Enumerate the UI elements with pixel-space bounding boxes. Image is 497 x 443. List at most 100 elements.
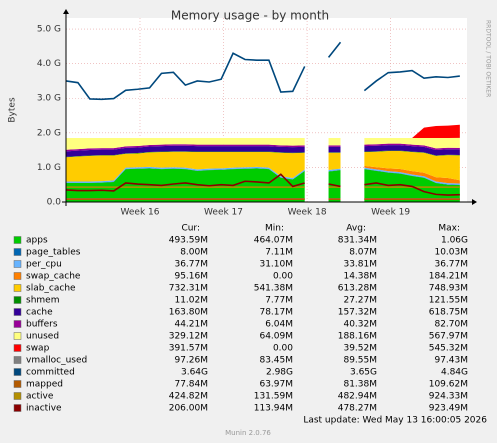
y-tick-label: 4.0 G xyxy=(37,59,61,69)
legend-header: Cur: xyxy=(181,224,200,234)
legend-stat: 81.38M xyxy=(343,380,377,390)
legend-stat: 188.16M xyxy=(338,332,377,342)
legend-stat: 567.97M xyxy=(429,332,468,342)
x-tick-label: Week 19 xyxy=(371,208,410,218)
y-axis-arrow xyxy=(63,9,69,14)
legend-stat: 14.38M xyxy=(343,272,377,282)
line xyxy=(65,41,460,101)
legend-label: slab_cache xyxy=(26,284,76,294)
legend-label: swap_cache xyxy=(26,272,81,282)
legend-stat: 63.97M xyxy=(259,380,293,390)
y-tick-label: 2.0 G xyxy=(37,128,61,138)
legend-stat: 40.32M xyxy=(343,320,377,330)
legend-swatch xyxy=(13,368,22,376)
last-update: Last update: Wed May 13 16:00:05 2026 xyxy=(303,416,487,426)
watermark: RRDTOOL / TOBI OETIKER xyxy=(485,20,492,97)
legend-stat: 545.32M xyxy=(429,344,468,354)
legend-stat: 7.77M xyxy=(265,296,293,306)
area xyxy=(66,151,460,182)
legend-swatch xyxy=(13,272,22,280)
y-tick-label: 5.0 G xyxy=(37,25,61,35)
legend-swatch xyxy=(13,332,22,340)
footer: Munin 2.0.76 xyxy=(225,429,271,437)
legend-stat: 424.82M xyxy=(169,392,208,402)
legend-stat: 163.80M xyxy=(169,308,208,318)
area xyxy=(66,168,460,202)
legend: apps 493.59M 464.07M 831.34M 1.06G page_table… xyxy=(13,224,468,414)
legend-stat: 8.07M xyxy=(349,248,377,258)
legend-stat: 613.28M xyxy=(338,284,377,294)
legend-stat: 1.06G xyxy=(441,236,468,246)
legend-header: Max: xyxy=(438,224,460,234)
legend-stat: 77.84M xyxy=(174,380,208,390)
legend-stat: 121.55M xyxy=(429,296,468,306)
legend-stat: 4.84G xyxy=(441,368,468,378)
legend-stat: 6.04M xyxy=(265,320,293,330)
legend-stat: 831.34M xyxy=(338,236,377,246)
legend-stat: 482.94M xyxy=(338,392,377,402)
legend-stat: 109.62M xyxy=(429,380,468,390)
y-axis-label: Bytes xyxy=(8,97,18,123)
x-tick-label: Week 16 xyxy=(121,208,160,218)
legend-swatch xyxy=(13,296,22,304)
legend-stat: 3.64G xyxy=(181,368,208,378)
legend-stat: 924.33M xyxy=(429,392,468,402)
legend-label: inactive xyxy=(26,404,62,414)
legend-stat: 478.27M xyxy=(338,404,377,414)
legend-stat: 33.81M xyxy=(343,260,377,270)
area xyxy=(66,150,460,158)
legend-stat: 748.93M xyxy=(429,284,468,294)
legend-stat: 64.09M xyxy=(259,332,293,342)
legend-stat: 541.38M xyxy=(254,284,293,294)
legend-stat: 89.55M xyxy=(343,356,377,366)
legend-stat: 27.27M xyxy=(343,296,377,306)
legend-swatch xyxy=(13,308,22,316)
legend-stat: 95.16M xyxy=(174,272,208,282)
axes xyxy=(62,9,477,206)
legend-stat: 36.77M xyxy=(174,260,208,270)
legend-stat: 8.00M xyxy=(180,248,208,258)
legend-stat: 97.26M xyxy=(174,356,208,366)
legend-stat: 618.75M xyxy=(429,308,468,318)
legend-stat: 391.57M xyxy=(169,344,208,354)
line xyxy=(65,173,460,196)
legend-label: page_tables xyxy=(26,248,81,258)
legend-stat: 923.49M xyxy=(429,404,468,414)
y-tick-label: 0.0 xyxy=(47,198,62,208)
legend-label: per_cpu xyxy=(26,260,62,270)
legend-stat: 0.00 xyxy=(273,272,293,282)
legend-header: Avg: xyxy=(346,224,366,234)
legend-label: apps xyxy=(26,236,48,246)
legend-stat: 184.21M xyxy=(429,272,468,282)
legend-swatch xyxy=(13,404,22,412)
legend-stat: 464.07M xyxy=(254,236,293,246)
legend-stat: 78.17M xyxy=(259,308,293,318)
legend-stat: 83.45M xyxy=(259,356,293,366)
plot xyxy=(65,41,460,202)
legend-stat: 493.59M xyxy=(169,236,208,246)
legend-stat: 39.52M xyxy=(343,344,377,354)
legend-stat: 732.31M xyxy=(169,284,208,294)
legend-stat: 36.77M xyxy=(434,260,468,270)
area xyxy=(66,124,460,139)
legend-swatch xyxy=(13,236,22,244)
legend-swatch xyxy=(13,248,22,256)
area xyxy=(66,143,460,152)
area xyxy=(66,145,460,157)
legend-swatch xyxy=(13,380,22,388)
legend-stat: 3.65G xyxy=(350,368,377,378)
legend-stat: 113.94M xyxy=(254,404,293,414)
legend-stat: 329.12M xyxy=(169,332,208,342)
legend-stat: 206.00M xyxy=(169,404,208,414)
legend-stat: 131.59M xyxy=(254,392,293,402)
y-tick-label: 3.0 G xyxy=(37,94,61,104)
x-tick-label: Week 17 xyxy=(204,208,243,218)
legend-swatch xyxy=(13,260,22,268)
legend-label: shmem xyxy=(26,296,59,306)
legend-stat: 2.98G xyxy=(266,368,293,378)
legend-stat: 157.32M xyxy=(338,308,377,318)
legend-swatch xyxy=(13,284,22,292)
legend-label: buffers xyxy=(26,320,58,330)
x-axis-arrow xyxy=(472,199,477,205)
